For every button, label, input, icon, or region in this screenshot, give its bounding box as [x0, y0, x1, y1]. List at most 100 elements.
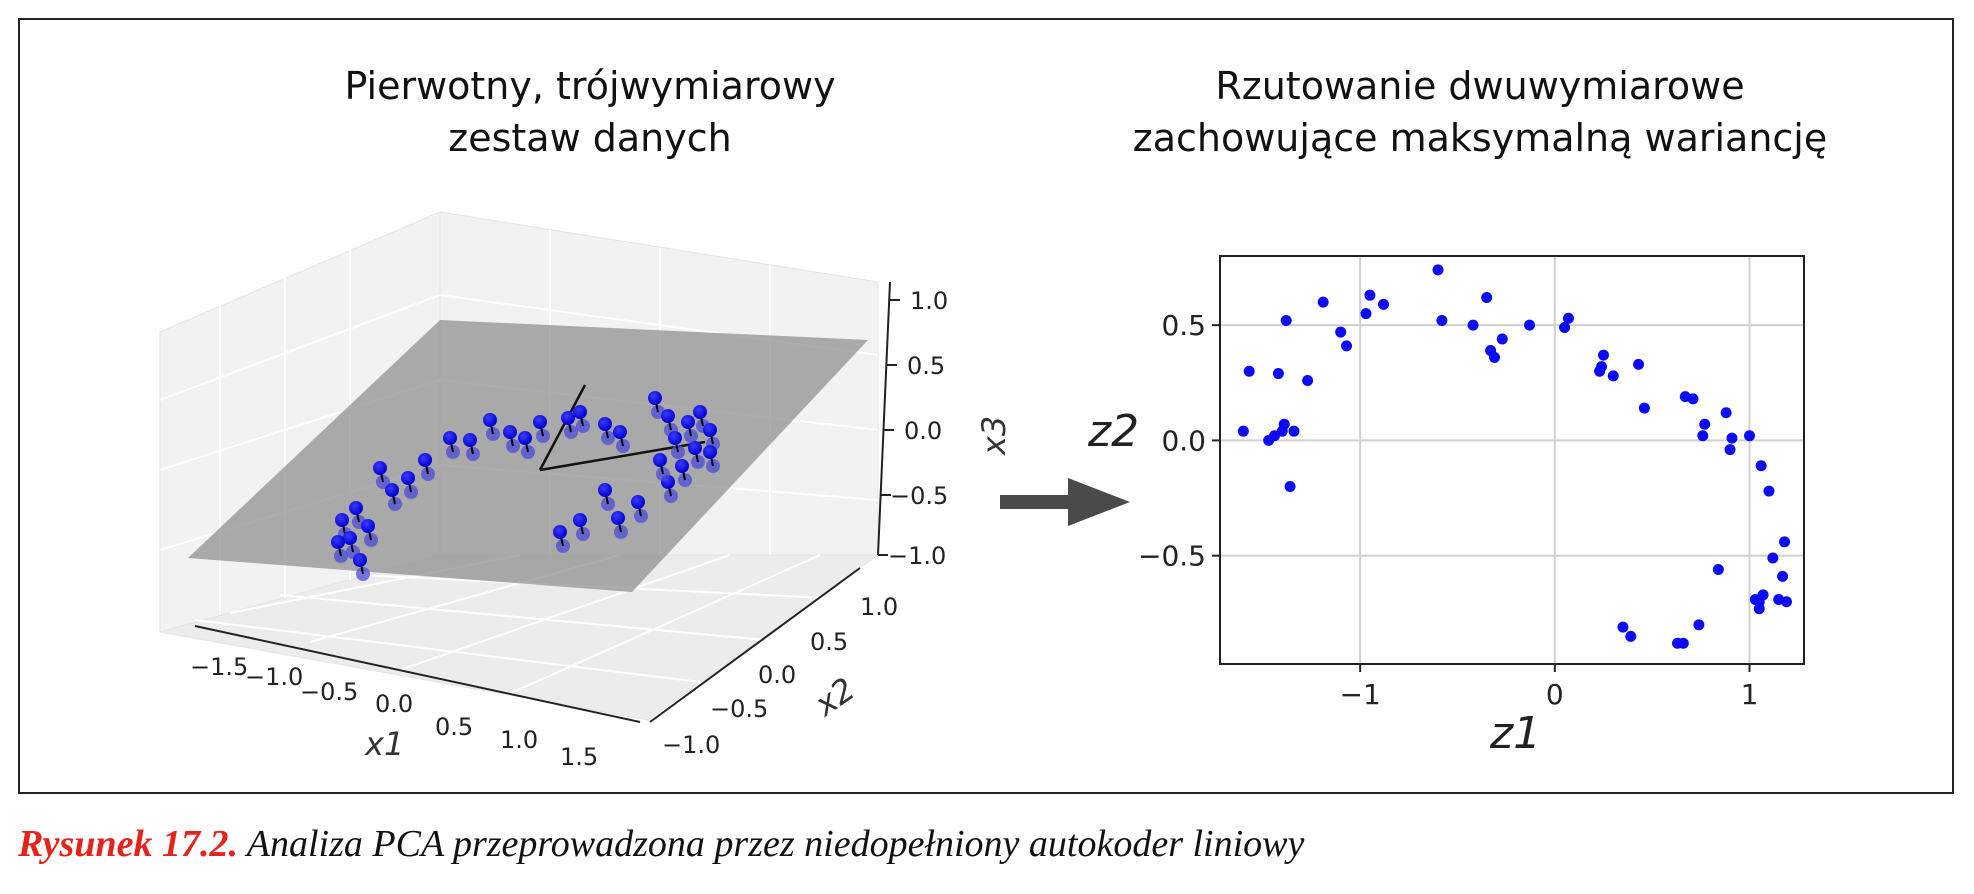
- data-point: [1302, 374, 1314, 386]
- data-point: [1607, 370, 1619, 382]
- data-point: [1559, 321, 1571, 333]
- data-point-3d: [573, 513, 587, 527]
- ticks-2d: −1 0 1 −0.5 0.0 0.5: [1138, 309, 1758, 711]
- data-point: [1726, 432, 1738, 444]
- left-panel-title: Pierwotny, trójwymiarowy zestaw danych: [210, 60, 970, 164]
- caption-text: Analiza PCA przeprowadzona przez niedope…: [237, 823, 1305, 865]
- data-point: [1597, 349, 1609, 361]
- data-point-3d: [353, 553, 367, 567]
- data-point-3d: [681, 415, 695, 429]
- right-title-line-1: Rzutowanie dwuwymiarowe: [1215, 64, 1745, 108]
- data-point-3d: [553, 525, 567, 539]
- data-point-3d: [668, 431, 682, 445]
- left-title-line-1: Pierwotny, trójwymiarowy: [344, 64, 836, 108]
- chart-3d: 1.0 0.5 0.0 −0.5 −1.0 x3 −1.5 −1.0 −0.5 …: [159, 211, 1010, 771]
- data-point-3d: [561, 411, 575, 425]
- y-tick-label: −0.5: [1138, 540, 1206, 573]
- x-tick-labels: −1.5 −1.0 −0.5 0.0 0.5 1.0 1.5: [190, 653, 598, 771]
- data-point-3d: [611, 511, 625, 525]
- chart-2d: −1 0 1 −0.5 0.0 0.5 z1 z2: [1087, 255, 1805, 759]
- data-point-3d: [483, 413, 497, 427]
- z-tick-labels: 1.0 0.5 0.0 −0.5 −1.0: [888, 287, 948, 570]
- data-point-3d: [703, 423, 717, 437]
- plot-frame: [1219, 255, 1805, 665]
- data-point: [1753, 603, 1765, 615]
- data-point: [1633, 358, 1645, 370]
- z2-axis-label: z2: [1087, 406, 1139, 457]
- data-point-3d: [349, 501, 363, 515]
- z1-axis-label: z1: [1489, 708, 1541, 759]
- data-point-3d: [675, 459, 689, 473]
- data-point: [1436, 315, 1448, 327]
- x-tick-label: −1: [1340, 678, 1381, 711]
- figure-frame: Pierwotny, trójwymiarowy zestaw danych R…: [18, 18, 1954, 794]
- data-point: [1763, 485, 1775, 497]
- data-point-3d: [361, 519, 375, 533]
- figure-caption: Rysunek 17.2. Analiza PCA przeprowadzona…: [18, 822, 1304, 866]
- data-point: [1617, 621, 1629, 633]
- data-point: [1243, 365, 1255, 377]
- x-tick-label: 0: [1546, 678, 1564, 711]
- data-point: [1378, 298, 1390, 310]
- z-axis-label: x3: [975, 416, 1010, 456]
- data-point: [1693, 619, 1705, 631]
- data-point: [1467, 319, 1479, 331]
- data-point-3d: [613, 425, 627, 439]
- data-point: [1687, 393, 1699, 405]
- data-point: [1432, 264, 1444, 276]
- data-point: [1341, 340, 1353, 352]
- y-tick-labels: −1.0 −0.5 0.0 0.5 1.0: [662, 593, 898, 759]
- data-point-3d: [631, 495, 645, 509]
- left-title-line-2: zestaw danych: [448, 116, 732, 160]
- data-point: [1625, 630, 1637, 642]
- x-tick-label: −1.5: [190, 653, 248, 681]
- y-tick-label: 0.5: [810, 628, 848, 656]
- data-point: [1288, 425, 1300, 437]
- x-tick-label: 0.5: [435, 713, 473, 741]
- data-point: [1767, 552, 1779, 564]
- data-point-3d: [688, 441, 702, 455]
- data-point: [1638, 402, 1650, 414]
- data-point: [1280, 315, 1292, 327]
- data-point: [1755, 460, 1767, 472]
- caption-label: Rysunek 17.2.: [18, 823, 238, 865]
- y-axis: [649, 567, 861, 723]
- z-tick-label: −1.0: [888, 542, 946, 570]
- data-point: [1237, 425, 1249, 437]
- data-point: [1335, 326, 1347, 338]
- data-point-3d: [693, 405, 707, 419]
- z-tick-label: −0.5: [890, 482, 948, 510]
- data-point: [1677, 637, 1689, 649]
- x-tick-label: 1.5: [560, 743, 598, 771]
- y-axis-label: x2: [807, 670, 862, 724]
- data-point-3d: [598, 417, 612, 431]
- data-point-3d: [518, 431, 532, 445]
- y-tick-label: 1.0: [860, 593, 898, 621]
- data-point-3d: [373, 461, 387, 475]
- data-point: [1596, 361, 1608, 373]
- data-point: [1496, 333, 1508, 345]
- data-point-3d: [648, 391, 662, 405]
- x-tick-label: 0.0: [375, 690, 413, 718]
- data-points-3d: [331, 391, 720, 581]
- data-point: [1524, 319, 1536, 331]
- data-point: [1360, 308, 1372, 320]
- data-point: [1278, 418, 1290, 430]
- data-point: [1488, 351, 1500, 363]
- data-point-3d: [703, 445, 717, 459]
- right-arrow-icon: [1000, 478, 1130, 526]
- data-point: [1757, 589, 1769, 601]
- data-point: [1364, 289, 1376, 301]
- data-point: [1712, 563, 1724, 575]
- data-point-3d: [343, 531, 357, 545]
- y-tick-label: −1.0: [662, 731, 720, 759]
- data-point: [1724, 444, 1736, 456]
- data-points-2d: [1237, 264, 1792, 649]
- grid-2d: [1220, 256, 1804, 664]
- data-point: [1697, 430, 1709, 442]
- data-point: [1780, 596, 1792, 608]
- data-point: [1699, 418, 1711, 430]
- x-axis: [194, 625, 641, 723]
- y-tick-label: 0.0: [1161, 424, 1206, 457]
- data-point-3d: [598, 483, 612, 497]
